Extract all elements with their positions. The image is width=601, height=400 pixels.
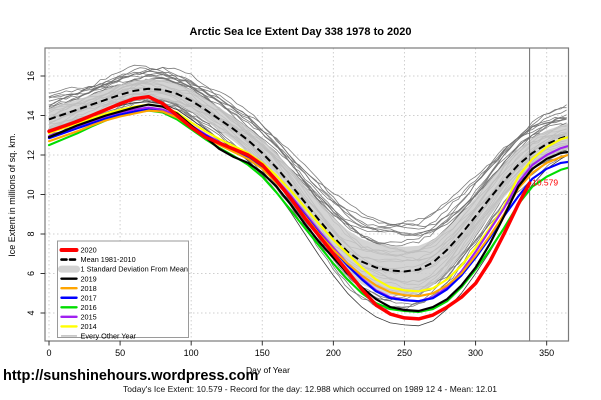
y-axis-label: Ice Extent in millions of sq. km.	[7, 133, 17, 257]
legend-label-6: 2016	[81, 303, 97, 312]
source-url: http://sunshinehours.wordpress.com	[3, 368, 259, 384]
series-2015	[47, 106, 569, 303]
legend-label-3: 2019	[81, 274, 97, 283]
svg-text:0: 0	[46, 348, 51, 358]
legend-label-4: 2018	[81, 284, 97, 293]
legend-label-5: 2017	[81, 293, 97, 302]
plot-area	[47, 48, 569, 341]
svg-text:100: 100	[184, 348, 199, 358]
svg-text:12: 12	[26, 150, 36, 160]
legend-label-0: 2020	[81, 246, 97, 255]
svg-text:16: 16	[26, 71, 36, 81]
svg-text:200: 200	[326, 348, 341, 358]
legend-label-8: 2014	[81, 322, 97, 331]
stddev-band	[49, 79, 568, 297]
svg-text:250: 250	[397, 348, 412, 358]
series-record-low-year	[48, 101, 569, 327]
svg-text:10: 10	[26, 189, 36, 199]
svg-text:300: 300	[468, 348, 483, 358]
x-axis-label: Day of Year	[246, 365, 290, 375]
series-2019	[47, 103, 569, 313]
legend-label-2: 1 Standard Deviation From Mean	[81, 265, 188, 274]
legend-label-9: Every Other Year	[81, 332, 137, 341]
legend-label-7: 2015	[81, 312, 97, 321]
svg-text:50: 50	[115, 348, 125, 358]
svg-text:150: 150	[255, 348, 270, 358]
svg-text:4: 4	[26, 310, 36, 315]
current-value-annotation: 10.579	[532, 178, 558, 188]
series-2020	[47, 94, 532, 321]
chart-title: Arctic Sea Ice Extent Day 338 1978 to 20…	[189, 26, 412, 38]
mean-line	[48, 87, 569, 273]
axes: 0 50 100 150 200 250 300 350 4 6 8 10 12 14 16	[26, 71, 554, 358]
status-line: Today's Ice Extent: 10.579 - Record for …	[123, 384, 497, 394]
svg-text:14: 14	[26, 110, 36, 120]
legend-label-1: Mean 1981-2010	[81, 255, 136, 264]
svg-text:350: 350	[539, 348, 554, 358]
svg-text:8: 8	[26, 231, 36, 236]
svg-text:6: 6	[26, 271, 36, 276]
